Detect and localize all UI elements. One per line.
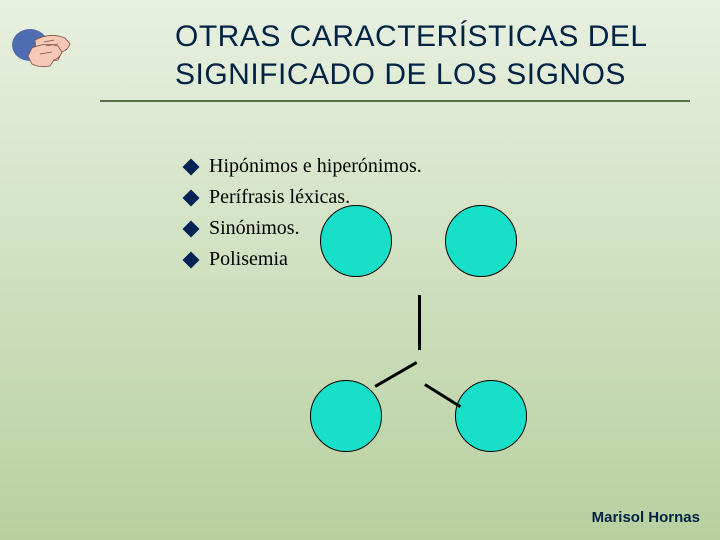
- author-footer: Marisol Hornas: [592, 509, 700, 526]
- slide-title: OTRAS CARACTERÍSTICAS DEL SIGNIFICADO DE…: [175, 18, 720, 93]
- bullet-text: Hipónimos e hiperónimos.: [209, 155, 422, 178]
- diagram-node-bottom-right: [455, 380, 527, 452]
- bullet-text: Polisemia: [209, 248, 288, 271]
- hands-icon: [10, 20, 85, 80]
- bullet-text: Sinónimos.: [209, 217, 300, 240]
- diagram-connector: [418, 295, 421, 350]
- title-underline: [100, 100, 690, 102]
- diamond-bullet-icon: [183, 189, 200, 206]
- diamond-bullet-icon: [183, 220, 200, 237]
- diagram-connector: [424, 383, 461, 407]
- diagram-connector: [374, 361, 417, 387]
- diagram-node-top-left: [320, 205, 392, 277]
- diamond-bullet-icon: [183, 158, 200, 175]
- list-item: Hipónimos e hiperónimos.: [185, 155, 422, 178]
- diamond-bullet-icon: [183, 251, 200, 268]
- circles-diagram: [290, 200, 550, 470]
- diagram-node-top-right: [445, 205, 517, 277]
- diagram-node-bottom-left: [310, 380, 382, 452]
